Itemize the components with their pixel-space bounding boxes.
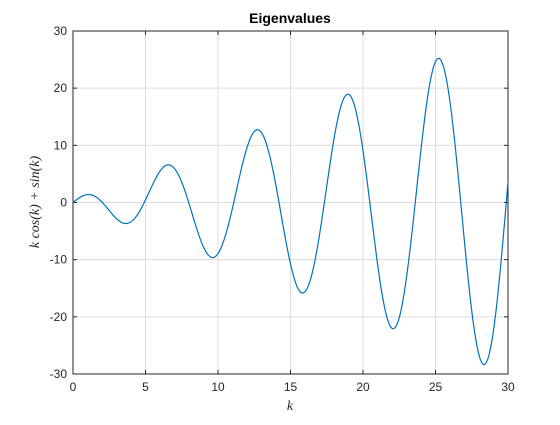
x-axis-label: k — [287, 399, 294, 414]
x-tick-label: 20 — [356, 380, 370, 394]
x-tick-label: 0 — [70, 380, 77, 394]
x-tick-label: 25 — [429, 380, 443, 394]
x-tick-label: 5 — [142, 380, 149, 394]
series-line — [72, 57, 509, 366]
y-tick-label: 0 — [60, 196, 67, 210]
chart-title: Eigenvalues — [249, 10, 331, 26]
tick-labels: 0 5 10 15 20 25 30 -30 -20 -10 0 10 20 30 — [50, 24, 515, 394]
y-tick-label: 10 — [54, 138, 68, 152]
series-group — [72, 57, 509, 366]
y-tick-label: 20 — [54, 81, 68, 95]
y-axis-label: k cos(k) + sin(k) — [28, 156, 43, 249]
y-tick-label: -10 — [50, 253, 68, 267]
x-tick-label: 30 — [501, 380, 515, 394]
x-tick-label: 15 — [284, 380, 298, 394]
y-tick-label: -20 — [50, 310, 68, 324]
y-tick-label: -30 — [50, 367, 68, 381]
grid — [73, 31, 508, 374]
y-tick-label: 30 — [54, 24, 68, 38]
x-tick-label: 10 — [211, 380, 225, 394]
